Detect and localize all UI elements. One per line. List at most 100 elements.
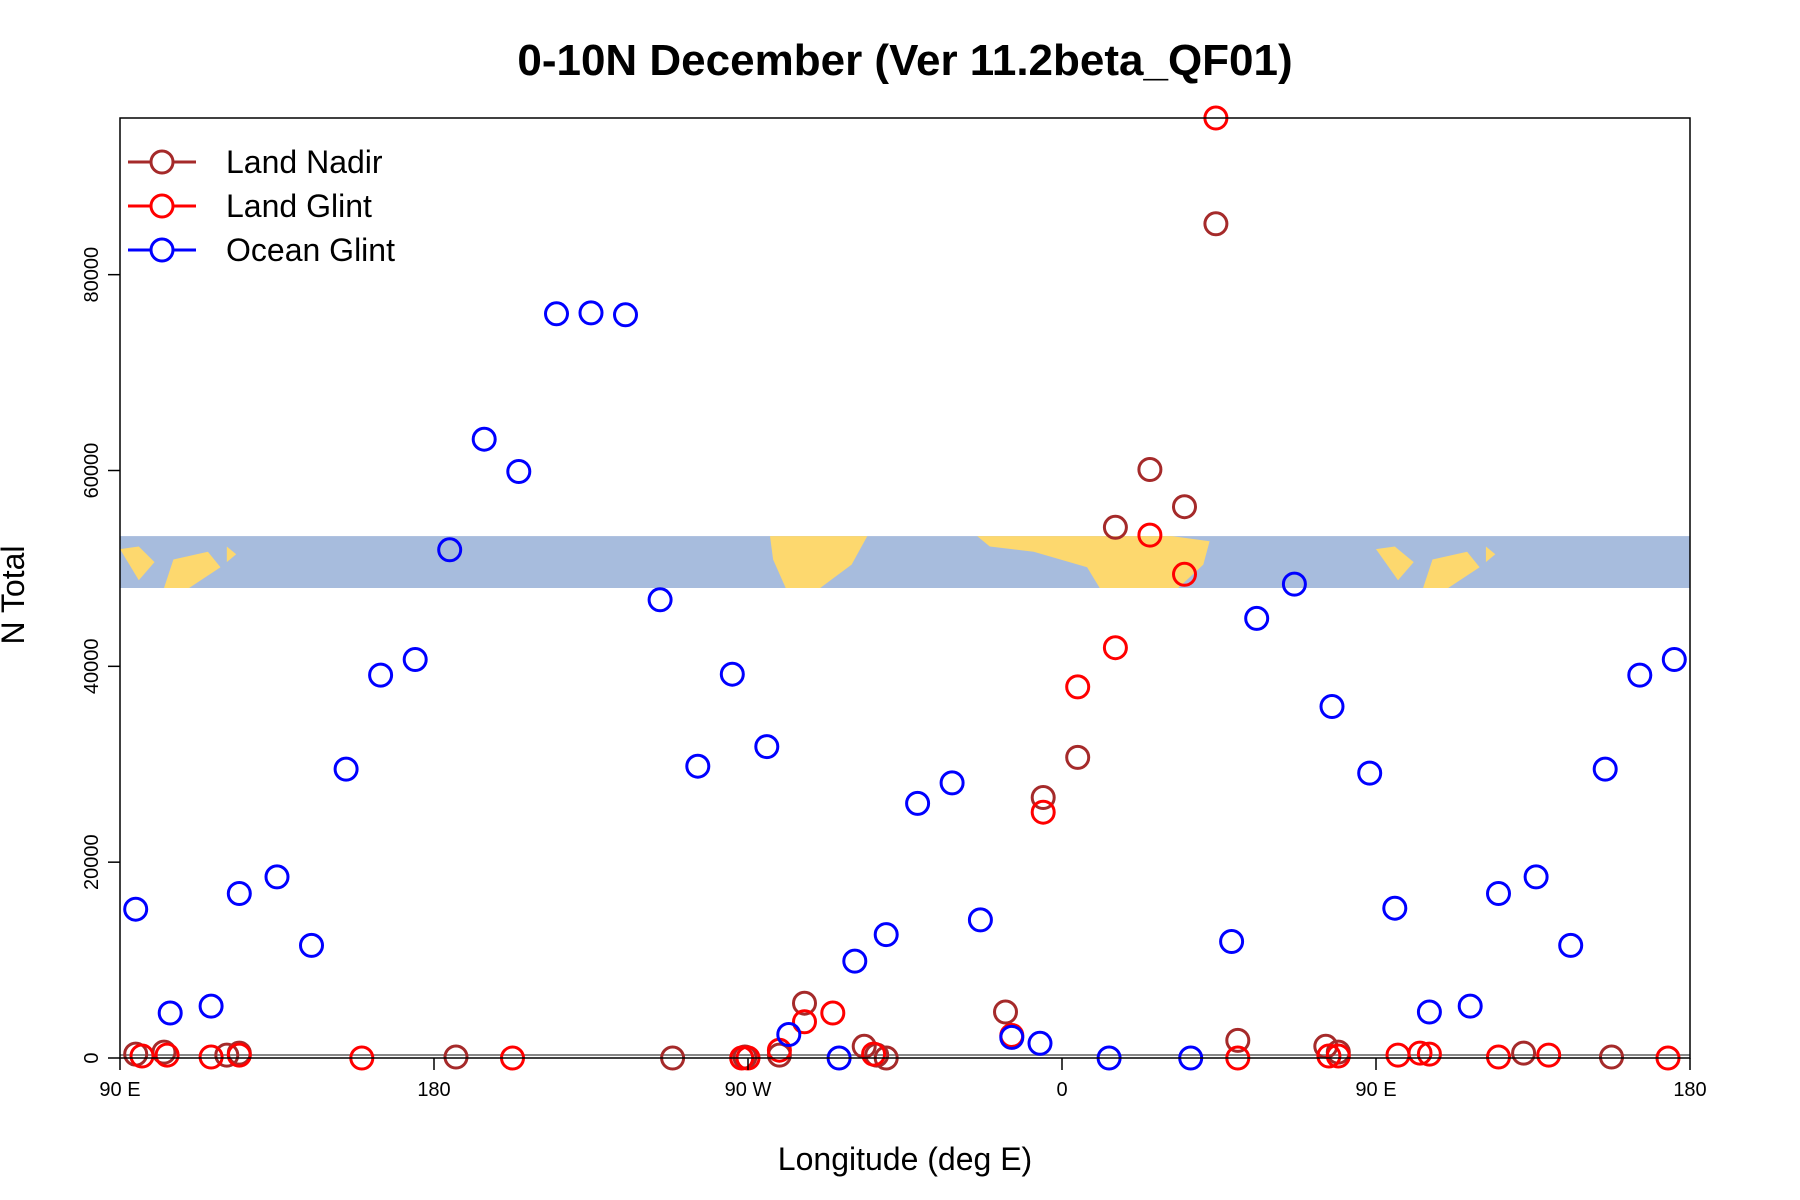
y-tick-label: 80000 (81, 247, 103, 303)
series-ocean-glint (123, 300, 1687, 1071)
y-tick-label: 20000 (81, 834, 103, 890)
legend: Land Nadir Land Glint Ocean Glint (128, 144, 395, 268)
data-point (1172, 561, 1197, 587)
data-point (368, 662, 394, 688)
map-land-shape (1423, 551, 1480, 588)
data-point (1523, 864, 1549, 890)
data-point (1137, 457, 1163, 482)
legend-marker (149, 237, 175, 263)
data-point (1244, 605, 1270, 631)
data-point (1416, 1041, 1442, 1067)
data-point (1407, 1040, 1433, 1066)
data-point (264, 864, 290, 890)
x-tick-label: 0 (1056, 1079, 1067, 1101)
data-point (967, 907, 993, 933)
legend-entry: Ocean Glint (226, 232, 395, 268)
data-point (1357, 760, 1383, 786)
data-point (685, 753, 711, 779)
data-point (1172, 494, 1197, 520)
data-point (1511, 1040, 1537, 1066)
map-land-shape (1376, 546, 1414, 581)
x-axis-label: Longitude (deg E) (778, 1141, 1032, 1177)
map-land-shape (120, 546, 155, 581)
data-point (999, 1024, 1025, 1050)
data-point (299, 932, 324, 958)
x-tick-label: 180 (1673, 1079, 1706, 1101)
y-axis-label: N Total (0, 545, 31, 644)
data-point (1592, 756, 1618, 782)
data-point (1457, 993, 1483, 1019)
data-point (647, 587, 673, 613)
data-point (1030, 785, 1056, 810)
map-land-shape (770, 536, 868, 588)
data-point (471, 426, 497, 452)
x-tick-label: 90 E (99, 1079, 140, 1101)
data-point (1558, 932, 1584, 958)
data-point (578, 300, 604, 326)
data-point (157, 1000, 183, 1026)
legend-entry: Land Glint (226, 188, 372, 224)
data-point (1065, 744, 1091, 770)
data-point (333, 756, 359, 782)
data-point (1316, 1043, 1342, 1069)
data-point (129, 1043, 155, 1069)
data-point (544, 301, 569, 327)
data-point (154, 1042, 180, 1068)
data-point (1319, 694, 1345, 719)
data-point (939, 770, 965, 796)
data-point (198, 993, 224, 1019)
data-point (402, 647, 428, 672)
data-point (506, 459, 532, 484)
map-land-shape (1485, 546, 1496, 563)
data-point (1536, 1042, 1562, 1068)
data-point (861, 1041, 887, 1067)
legend-marker (149, 149, 175, 175)
data-point (214, 1042, 240, 1068)
data-point (776, 1022, 802, 1047)
data-point (226, 1042, 252, 1068)
data-point (1219, 929, 1245, 954)
data-point (719, 661, 745, 687)
data-point (1065, 674, 1091, 700)
world-map-band (120, 536, 1690, 588)
x-tick-label: 90 W (725, 1079, 772, 1101)
legend-entry: Land Nadir (226, 144, 383, 180)
plot-frame (119, 117, 1691, 1059)
data-point (792, 990, 817, 1016)
data-point (754, 734, 780, 760)
data-point (1325, 1043, 1351, 1069)
data-point (792, 1009, 817, 1035)
data-point (1137, 522, 1163, 548)
data-point (1599, 1044, 1624, 1070)
data-point (443, 1044, 469, 1070)
map-land-shape (164, 551, 221, 588)
chart-title: 0-10N December (Ver 11.2beta_QF01) (517, 36, 1292, 85)
series-land-nadir (123, 211, 1624, 1071)
data-point (1102, 635, 1128, 661)
data-point (993, 999, 1018, 1025)
data-point (1102, 514, 1128, 540)
map-land-shapes (120, 536, 1496, 588)
data-point (1486, 881, 1511, 906)
legend-marker (149, 193, 175, 219)
data-point (613, 302, 638, 328)
data-point (1281, 571, 1307, 597)
data-point (198, 1044, 224, 1070)
data-point (905, 790, 931, 816)
y-axis: 0 20000 40000 60000 80000 (81, 247, 120, 1064)
data-point (1382, 895, 1408, 921)
map-land-shape (226, 546, 237, 563)
data-point (1203, 211, 1229, 237)
y-tick-label: 40000 (81, 639, 103, 695)
data-point (1030, 799, 1056, 825)
data-point (1225, 1027, 1251, 1053)
data-point (820, 1000, 846, 1026)
data-point (1627, 662, 1653, 688)
data-points (123, 105, 1687, 1071)
y-tick-label: 0 (81, 1052, 103, 1063)
x-axis: 90 E 180 90 W 0 90 E 180 (99, 1058, 1707, 1101)
data-point (1661, 647, 1687, 672)
data-point (123, 896, 149, 922)
x-tick-label: 90 E (1355, 1079, 1396, 1101)
